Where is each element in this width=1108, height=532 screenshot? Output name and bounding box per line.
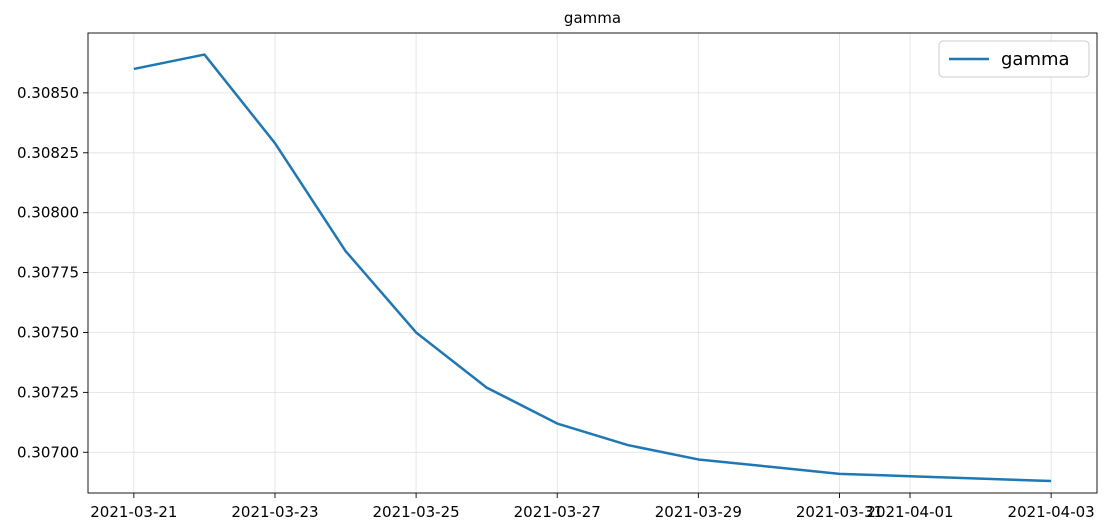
y-tick-label: 0.30725 bbox=[17, 383, 79, 401]
y-tick-label: 0.30850 bbox=[17, 84, 79, 102]
y-tick-label: 0.30775 bbox=[17, 264, 79, 282]
y-tick-label: 0.30825 bbox=[17, 144, 79, 162]
x-tick-label: 2021-03-27 bbox=[514, 503, 601, 521]
x-tick-label: 2021-04-03 bbox=[1008, 503, 1095, 521]
y-tick-label: 0.30700 bbox=[17, 443, 79, 461]
series-line-gamma bbox=[133, 53, 1052, 483]
x-tick-label: 2021-04-01 bbox=[866, 503, 953, 521]
x-tick-label: 2021-03-23 bbox=[231, 503, 318, 521]
y-tick-label: 0.30800 bbox=[17, 204, 79, 222]
legend-label: gamma bbox=[1001, 49, 1070, 70]
x-tick-label: 2021-03-31 bbox=[796, 503, 883, 521]
y-tick-label: 0.30750 bbox=[17, 323, 79, 341]
axis-ticks: 0.30700 0.30725 0.30750 0.30775 0.30800 0.308… bbox=[17, 84, 1095, 521]
plot-area-frame bbox=[87, 32, 1098, 494]
x-tick-label: 2021-03-21 bbox=[90, 503, 177, 521]
legend-box bbox=[938, 40, 1090, 78]
x-tick-label: 2021-03-29 bbox=[655, 503, 742, 521]
grid-lines bbox=[88, 33, 1097, 493]
x-tick-label: 2021-03-25 bbox=[373, 503, 460, 521]
series-layer bbox=[133, 53, 1052, 483]
chart-title: gamma bbox=[564, 9, 621, 27]
legend: gamma bbox=[938, 40, 1090, 78]
